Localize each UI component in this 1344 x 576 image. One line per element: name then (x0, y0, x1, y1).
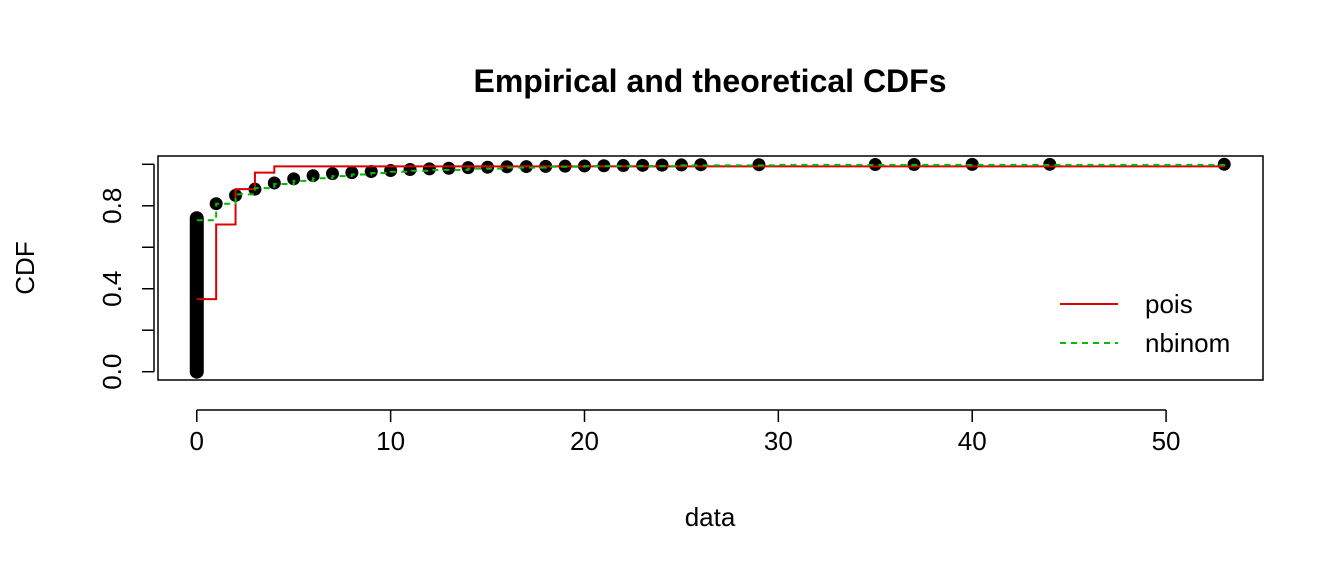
theoretical-lines (196, 163, 1226, 301)
empirical-point (325, 167, 339, 181)
y-tick-label: 0.0 (97, 354, 127, 390)
legend-label: nbinom (1145, 328, 1230, 358)
empirical-point (694, 158, 708, 172)
empirical-point (267, 176, 281, 190)
empirical-point (461, 161, 475, 175)
chart-title: Empirical and theoretical CDFs (473, 63, 946, 99)
plot-frame (157, 155, 1264, 381)
y-tick-label: 0.4 (97, 271, 127, 307)
series-pois-line (196, 164, 1226, 301)
empirical-points (189, 157, 1231, 379)
empirical-point (306, 169, 320, 183)
empirical-point (1043, 157, 1057, 171)
empirical-point (364, 165, 378, 179)
y-axis-label: CDF (10, 241, 40, 294)
legend: pois nbinom (1060, 289, 1230, 358)
x-tick-label: 50 (1152, 426, 1181, 456)
x-tick-label: 40 (958, 426, 987, 456)
x-tick-label: 10 (376, 426, 405, 456)
x-tick-label: 30 (764, 426, 793, 456)
empirical-point (287, 172, 301, 186)
series-nbinom-line (196, 163, 1226, 222)
empirical-point (442, 161, 456, 175)
x-tick-label: 0 (190, 426, 204, 456)
empirical-point (345, 166, 359, 180)
x-axis: 0 10 20 30 40 50 (190, 409, 1181, 456)
y-axis: 0.0 0.4 0.8 (97, 163, 155, 390)
y-tick-label: 0.8 (97, 188, 127, 224)
x-tick-label: 20 (570, 426, 599, 456)
empirical-point (868, 158, 882, 172)
empirical-point (655, 158, 669, 172)
legend-label: pois (1145, 289, 1193, 319)
empirical-point (403, 162, 417, 176)
x-axis-label: data (685, 502, 736, 532)
empirical-point (422, 162, 436, 176)
